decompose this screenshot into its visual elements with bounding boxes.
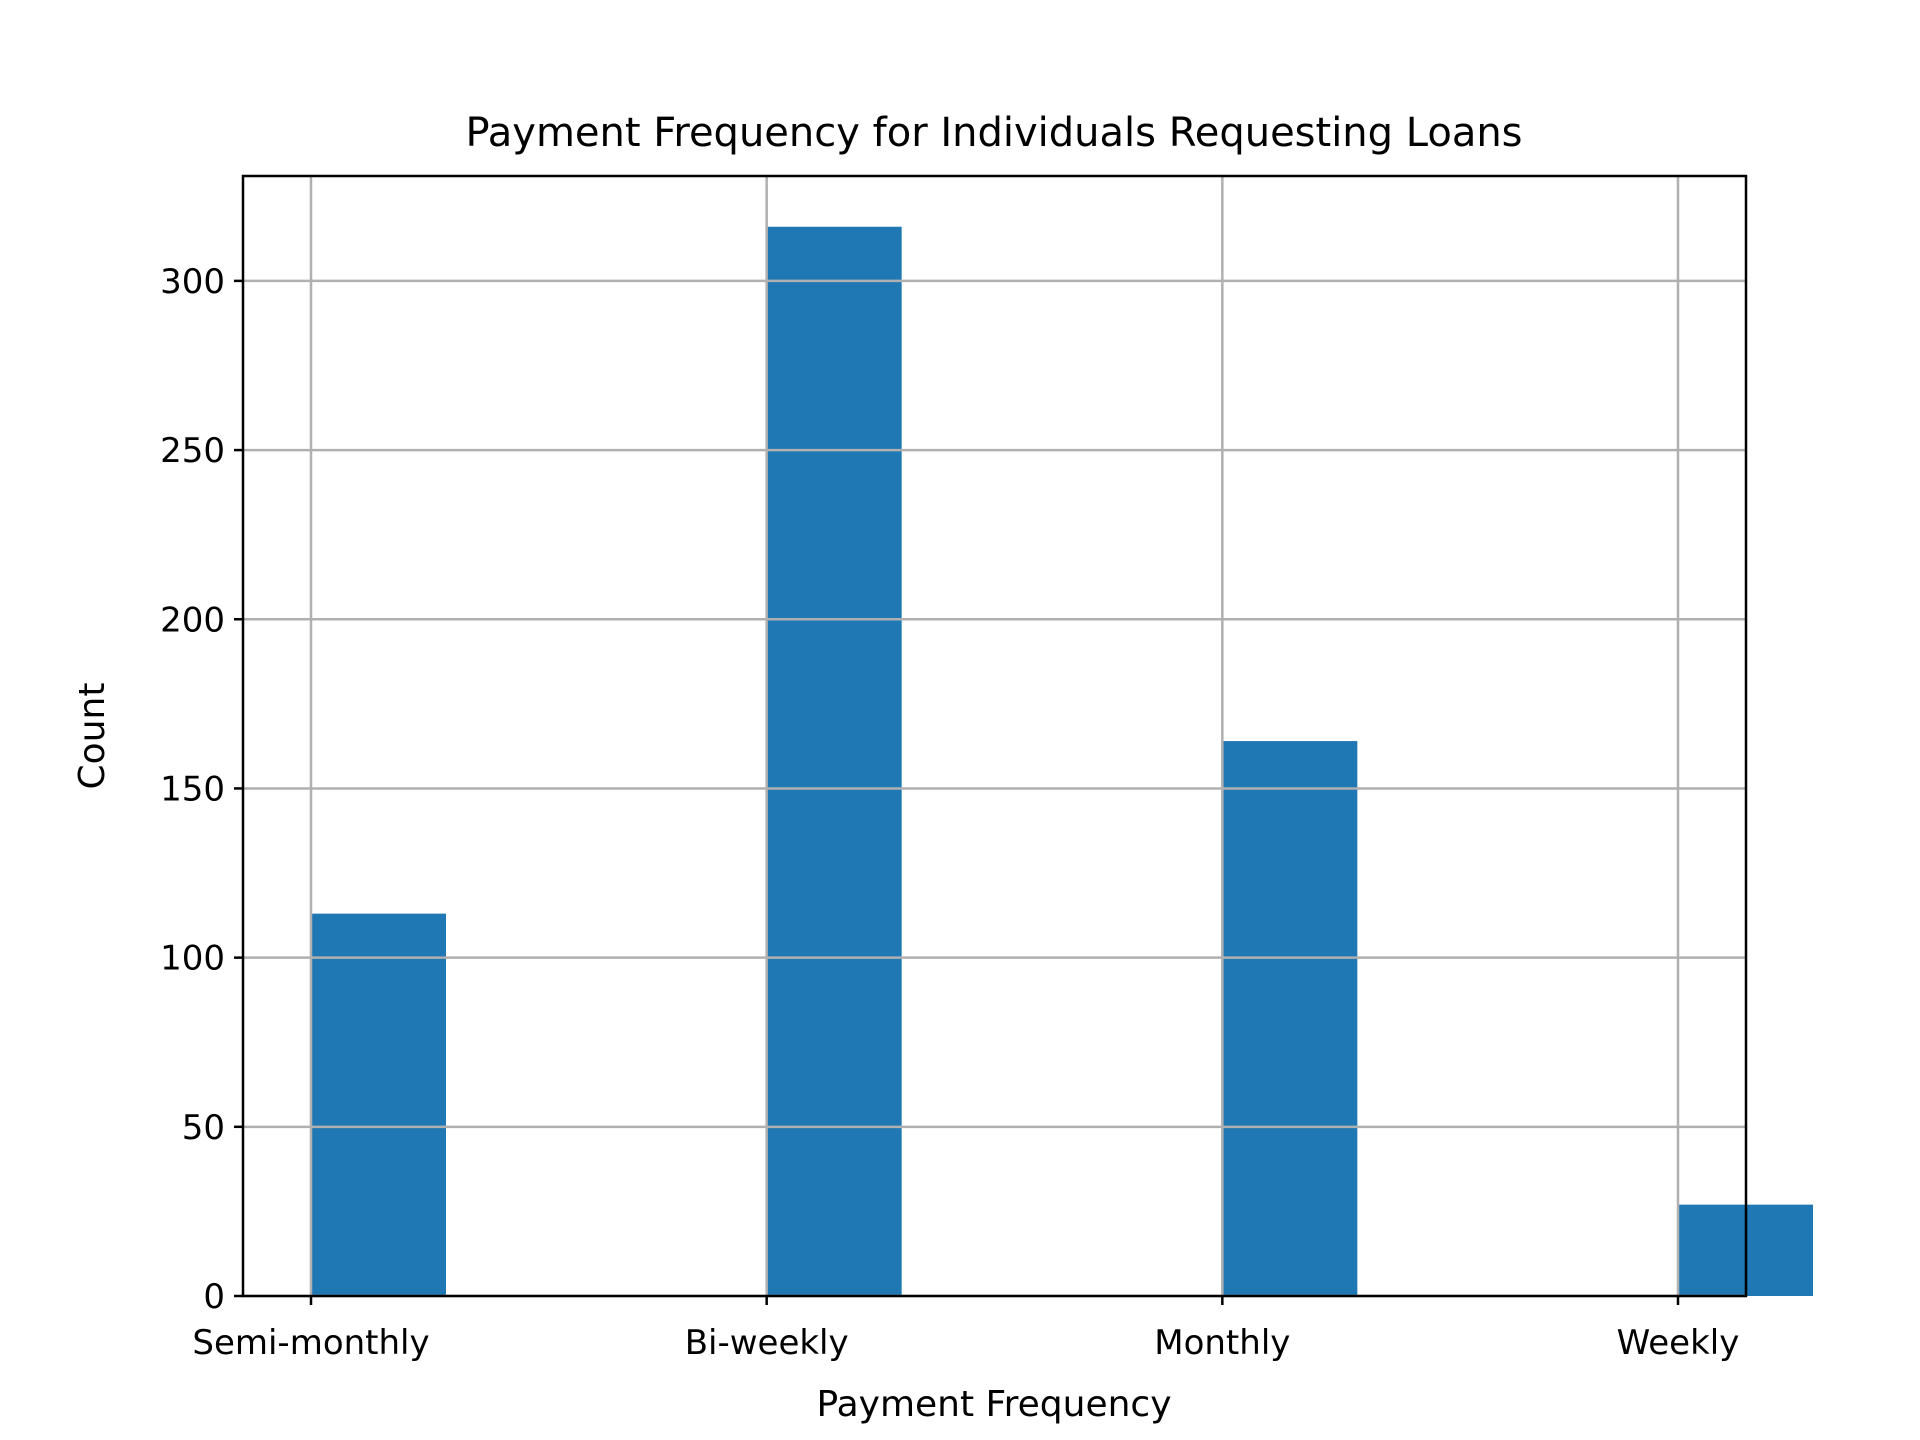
grid <box>243 176 1746 1298</box>
y-tick-label: 250 <box>160 431 225 471</box>
x-tick-label: Semi-monthly <box>192 1323 429 1363</box>
x-tick-label: Monthly <box>1154 1323 1290 1363</box>
y-tick-label: 50 <box>182 1108 225 1148</box>
x-axis-label: Payment Frequency <box>816 1384 1171 1425</box>
y-tick-label: 200 <box>160 600 225 640</box>
y-axis-label: Count <box>72 683 113 790</box>
x-axis-ticks: Semi-monthly Bi-weekly Monthly Weekly <box>192 1296 1739 1363</box>
x-tick-label: Bi-weekly <box>685 1323 849 1363</box>
y-tick-label: 100 <box>160 939 225 979</box>
bar-bi-weekly <box>765 226 902 1297</box>
chart-title: Payment Frequency for Individuals Reques… <box>465 110 1522 156</box>
y-tick-label: 150 <box>160 769 225 809</box>
bar-semi-monthly <box>310 913 446 1296</box>
plot-frame <box>241 174 1748 1298</box>
y-axis-ticks: 0 50 100 150 200 250 300 <box>160 262 243 1317</box>
y-tick-label: 0 <box>203 1277 225 1317</box>
bars <box>310 226 1813 1297</box>
bar-monthly <box>1221 741 1358 1296</box>
y-tick-label: 300 <box>160 262 225 302</box>
x-tick-label: Weekly <box>1617 1323 1740 1363</box>
